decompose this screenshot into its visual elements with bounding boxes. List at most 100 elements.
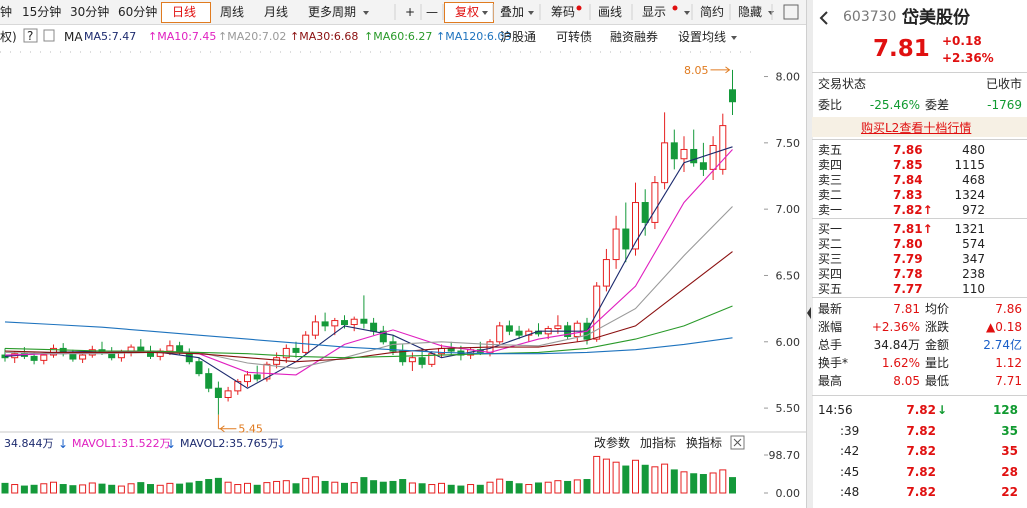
volume-bar — [583, 479, 591, 494]
volume-bar — [729, 477, 736, 494]
candle-body — [195, 361, 203, 375]
volume-indicator: MAVOL2:35.765万 — [180, 437, 279, 450]
tool-button[interactable]: 隐藏 — [738, 5, 763, 19]
tool-button[interactable]: 复权 — [455, 5, 480, 19]
l2-link[interactable]: 购买L2查看十档行情 — [861, 121, 972, 135]
ma-link[interactable]: 沪股通 — [500, 30, 537, 44]
volume-bar — [11, 484, 19, 494]
period-tab[interactable]: 月线 — [264, 5, 289, 19]
ma-value: ↑MA60:6.27 — [364, 30, 433, 43]
candle-body — [214, 387, 222, 398]
volume-bar — [447, 484, 455, 494]
volume-bar — [476, 484, 484, 494]
low-arrowhead — [219, 425, 225, 433]
stat-value: 34.84万 — [873, 338, 920, 352]
ma-link[interactable]: 可转债 — [556, 30, 593, 44]
volume-bar — [709, 472, 717, 494]
tool-button[interactable]: 筹码 — [551, 5, 576, 19]
candle-body — [370, 322, 378, 332]
volume-bar — [195, 480, 203, 494]
asks-volume: 972 — [962, 203, 985, 217]
volume-bar — [88, 482, 96, 494]
tool-button[interactable]: 画线 — [598, 5, 623, 19]
dropdown-arrow — [482, 11, 488, 15]
ma-value: ↑MA10:7.45 — [148, 30, 217, 43]
separator — [812, 297, 1027, 298]
volume-bar — [176, 483, 184, 494]
ma-line — [4, 206, 733, 369]
candle-body — [602, 259, 610, 287]
y-tick-label: 98.70 — [769, 449, 801, 462]
candle-body — [719, 125, 727, 170]
volume-bar — [457, 485, 465, 494]
y-tick-label: 7.50 — [776, 137, 801, 150]
stat-label: 最低 — [925, 374, 950, 388]
indicator-button[interactable]: 加指标 — [640, 436, 677, 450]
ratio-value: -25.46% — [869, 98, 920, 112]
tool-button[interactable]: — — [426, 5, 438, 19]
tick-volume: 28 — [1001, 464, 1018, 479]
volume-bar — [564, 480, 572, 494]
stat-value: ▲0.18 — [986, 320, 1022, 334]
volume-bar — [467, 484, 475, 494]
back-arrow[interactable] — [818, 10, 830, 26]
bids-label: 买一 — [818, 222, 843, 236]
separator — [812, 218, 1027, 219]
help-box — [23, 28, 38, 43]
ma-label: MA — [64, 30, 83, 44]
y-tick-label: 7.00 — [776, 203, 801, 216]
indicator-button[interactable]: 换指标 — [686, 436, 723, 450]
volume-bar — [350, 482, 358, 494]
bids-volume: 238 — [962, 267, 985, 281]
period-tab[interactable]: 60分钟 — [118, 5, 158, 19]
ma-line — [4, 251, 733, 363]
candle-body — [244, 374, 251, 383]
indicator-button[interactable]: 改参数 — [594, 436, 631, 450]
ma-link[interactable]: 设置均线 — [678, 30, 727, 44]
volume-bar — [69, 485, 77, 494]
period-tab[interactable]: 更多周期 — [308, 5, 357, 19]
toolbar-icon — [783, 4, 799, 20]
stat-label: 最高 — [818, 374, 843, 388]
diff-value: -1769 — [987, 98, 1022, 112]
tick-direction: ↓ — [937, 403, 948, 417]
bids-label: 买三 — [818, 252, 843, 266]
divider-arrow[interactable] — [806, 306, 812, 320]
period-tab[interactable]: 日线 — [172, 5, 197, 19]
tick-price: 7.82 — [906, 403, 936, 417]
dropdown-arrow — [528, 11, 534, 15]
asks-price: 7.83 — [893, 188, 923, 202]
volume-bar — [525, 484, 533, 494]
period-tab[interactable]: 钟 — [0, 5, 13, 19]
tick-volume: 22 — [1001, 485, 1018, 499]
period-tab[interactable]: 30分钟 — [70, 5, 110, 19]
ma-link[interactable]: 融资融券 — [610, 30, 659, 44]
volume-bar — [612, 461, 620, 494]
tick-time: :45 — [840, 464, 860, 479]
tool-button[interactable]: 简约 — [700, 5, 725, 19]
asks-label: 卖三 — [818, 173, 843, 187]
tool-button[interactable]: 叠加 — [500, 5, 525, 19]
divider — [806, 0, 813, 508]
asks-label: 卖五 — [818, 143, 843, 157]
volume-bar — [98, 483, 106, 494]
tool-button[interactable]: 显示 — [642, 5, 667, 19]
volume-bar — [273, 480, 281, 494]
bids-label: 买五 — [818, 282, 843, 296]
candle-body — [447, 347, 455, 352]
candle-body — [224, 390, 232, 398]
tick-price: 7.82 — [906, 485, 936, 499]
period-tab[interactable]: 15分钟 — [22, 5, 62, 19]
bids-volume: 574 — [962, 237, 985, 251]
asks-volume: 480 — [962, 143, 985, 157]
tool-button[interactable]: + — [405, 5, 416, 19]
volume-bar — [331, 481, 339, 494]
volume-bar — [253, 484, 261, 494]
volume-bar — [622, 465, 630, 494]
candle-body — [661, 142, 669, 184]
volume-bar — [40, 483, 48, 494]
volume-bar — [156, 484, 164, 494]
period-tab[interactable]: 周线 — [220, 5, 245, 19]
stat-value: +2.36% — [871, 320, 920, 334]
volume-bar — [1, 482, 9, 494]
